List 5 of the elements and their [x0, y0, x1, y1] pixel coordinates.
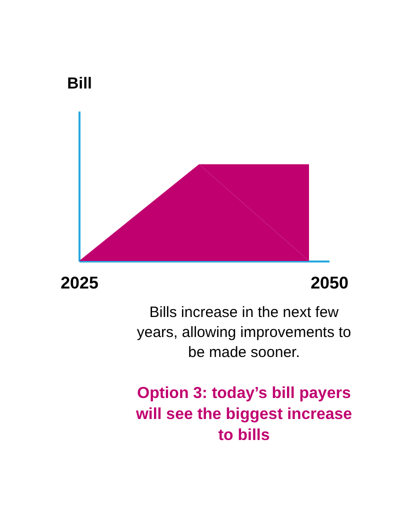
text: Option 3: today’s bill payers will see the biggest increase to bills	[134, 385, 352, 444]
x-tick-label: 2050	[310, 274, 348, 292]
y-axis-title: Bill	[67, 76, 92, 92]
x-tick-label: 2025	[60, 274, 98, 292]
text: Bills increase in the next few years, allowing improvements to be made sooner.	[136, 304, 352, 361]
